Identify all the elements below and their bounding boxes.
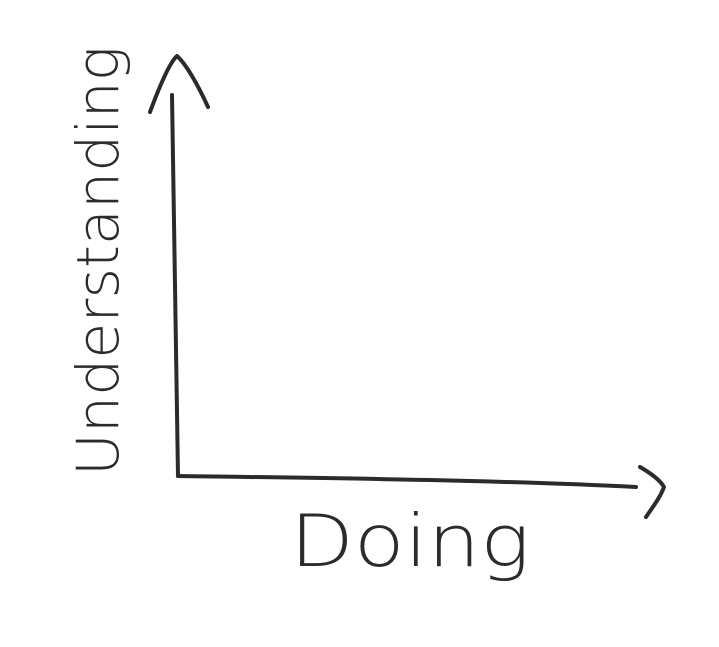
x-axis-line	[176, 474, 638, 489]
y-axis-arrowhead	[148, 54, 210, 114]
y-axis-label: Understanding	[64, 46, 132, 476]
x-axis-label: Doing	[290, 499, 530, 583]
y-axis-line	[170, 93, 180, 478]
x-axis-arrowhead	[638, 465, 666, 519]
